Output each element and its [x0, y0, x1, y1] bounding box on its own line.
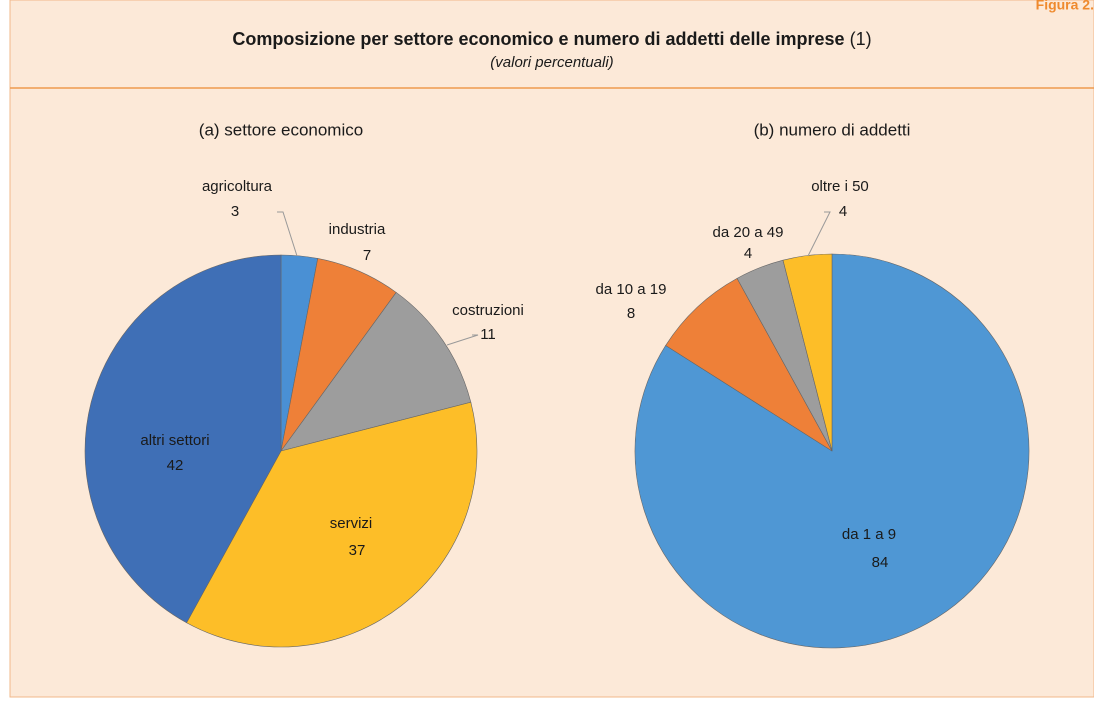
slice-value: 7 — [363, 247, 371, 264]
slice-label: costruzioni — [452, 302, 524, 319]
slice-label: agricoltura — [202, 178, 273, 195]
slice-value: 3 — [231, 203, 239, 220]
slice-value: 4 — [839, 203, 847, 220]
slice-label: da 10 a 19 — [596, 281, 667, 298]
slice-value: 4 — [744, 245, 752, 262]
leader-line — [807, 211, 831, 257]
slice-label: da 1 a 9 — [842, 526, 896, 543]
title-note: (1) — [850, 29, 872, 49]
slice-label: servizi — [330, 515, 373, 532]
pie-slice — [186, 401, 478, 648]
title: Composizione per settore economico e num… — [232, 29, 871, 49]
slice-value: 84 — [872, 554, 889, 571]
pie-slice — [782, 253, 833, 452]
slice-value: 11 — [480, 326, 496, 343]
pie-slice — [665, 277, 833, 452]
leader-line — [277, 211, 298, 257]
figure-label: Figura 2. — [1036, 0, 1094, 13]
pie-slice — [280, 292, 472, 452]
subtitle: (valori percentuali) — [490, 54, 613, 71]
slice-label: industria — [329, 221, 386, 238]
slice-value: 37 — [349, 542, 366, 559]
slice-value: 8 — [627, 305, 635, 322]
slice-label: altri settori — [140, 432, 209, 449]
slice-value: 42 — [167, 457, 184, 474]
slice-label: da 20 a 49 — [713, 224, 784, 241]
leader-line — [446, 334, 479, 346]
title-main: Composizione per settore economico e num… — [232, 29, 844, 49]
chart-title: (b) numero di addetti — [754, 120, 911, 139]
pie-slice — [84, 254, 282, 624]
chart-title: (a) settore economico — [199, 120, 363, 139]
slice-label: oltre i 50 — [811, 178, 869, 195]
